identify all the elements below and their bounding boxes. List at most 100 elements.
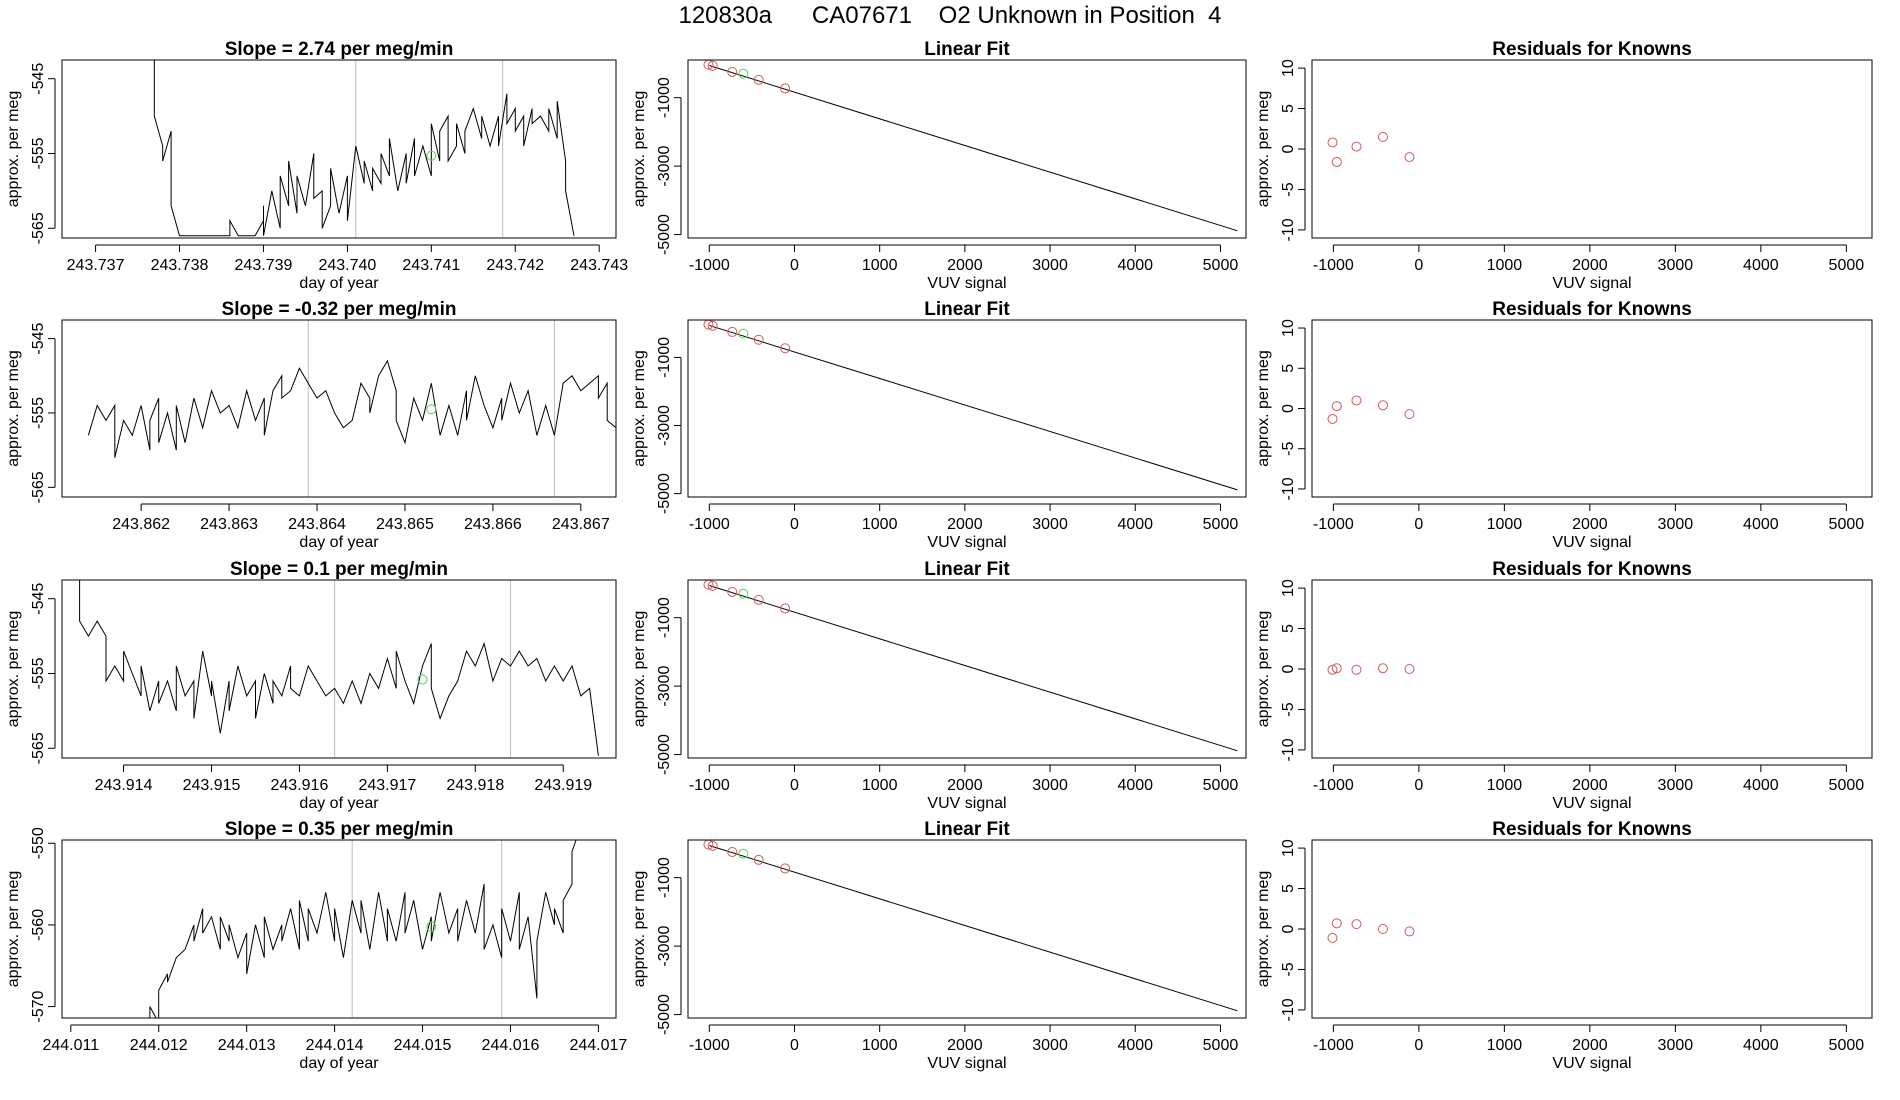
x-tick-label: 5000	[1829, 257, 1865, 274]
timeseries-panel: Slope = 0.35 per meg/min 244.011 244.012 24…	[5, 819, 627, 1072]
known-point	[753, 854, 764, 865]
series-line	[79, 580, 599, 756]
y-tick-label: -10	[1280, 738, 1297, 761]
y-tick-label: 10	[1280, 59, 1297, 77]
y-tick-label: -1000	[656, 337, 673, 378]
known-point	[727, 326, 738, 337]
y-axis-label: approx. per meg	[1255, 350, 1272, 467]
known-point	[707, 580, 718, 591]
y-tick-label: -3000	[656, 666, 673, 707]
green-point	[426, 404, 437, 415]
x-tick-label: 0	[790, 1037, 799, 1054]
green-point	[426, 150, 437, 161]
unknown-point	[738, 328, 749, 339]
x-tick-label: 243.739	[235, 257, 293, 274]
fit-line	[709, 324, 1238, 491]
x-tick-label: 244.017	[569, 1037, 627, 1054]
fit-plot-area	[703, 840, 1238, 1012]
y-tick-label: -555	[30, 657, 47, 689]
panel-title: Linear Fit	[924, 39, 1010, 60]
y-tick-label: -545	[30, 322, 47, 354]
x-tick-label: 243.862	[112, 516, 170, 533]
x-axis-label: VUV signal	[927, 795, 1006, 812]
x-tick-label: 3000	[1658, 257, 1694, 274]
residual-point	[1377, 924, 1388, 934]
x-tick-label: 244.013	[218, 1037, 276, 1054]
fit-line	[709, 584, 1238, 752]
y-tick-label: 5	[1280, 104, 1297, 113]
x-tick-label: 3000	[1032, 777, 1068, 794]
y-tick-label: -550	[30, 827, 47, 859]
x-tick-label: 243.867	[552, 516, 610, 533]
x-tick-label: 3000	[1032, 516, 1068, 533]
x-tick-label: 3000	[1032, 1037, 1068, 1054]
x-tick-label: 1000	[862, 516, 898, 533]
x-tick-label: 243.916	[271, 777, 329, 794]
y-tick-label: -3000	[656, 146, 673, 187]
x-axis-label: day of year	[299, 534, 379, 551]
x-tick-label: 243.738	[151, 257, 209, 274]
x-tick-label: 4000	[1117, 777, 1153, 794]
x-axis-label: VUV signal	[1552, 795, 1631, 812]
x-tick-label: 5000	[1203, 257, 1239, 274]
x-tick-label: 243.865	[376, 516, 434, 533]
y-tick-label: -10	[1280, 477, 1297, 500]
timeseries-panel: Slope = 2.74 per meg/min 243.737 243.738 24…	[5, 39, 628, 292]
x-tick-label: 0	[1414, 1037, 1423, 1054]
x-tick-label: 243.919	[534, 777, 592, 794]
y-axis-label: approx. per meg	[631, 91, 648, 208]
plot-frame	[61, 59, 617, 239]
y-tick-label: 0	[1280, 404, 1297, 413]
x-tick-label: 244.014	[306, 1037, 364, 1054]
x-axis-label: day of year	[299, 275, 379, 292]
x-tick-label: 243.864	[288, 516, 346, 533]
x-axis-label: VUV signal	[927, 1055, 1006, 1072]
x-tick-label: 0	[790, 257, 799, 274]
panel-title: Residuals for Knowns	[1492, 299, 1692, 320]
y-tick-label: -10	[1280, 998, 1297, 1021]
panel-title: Residuals for Knowns	[1492, 819, 1692, 840]
fit-plot-area	[703, 320, 1238, 491]
series-line	[87, 359, 616, 458]
y-tick-label: -1000	[656, 597, 673, 638]
residual-plot-area	[1327, 131, 1415, 167]
x-tick-label: 243.866	[464, 516, 522, 533]
panel-title: Slope = 0.35 per meg/min	[225, 819, 454, 840]
y-axis-label: approx. per meg	[5, 350, 22, 467]
x-tick-label: 5000	[1829, 1037, 1865, 1054]
y-tick-label: -570	[30, 990, 47, 1022]
y-axis-label: approx. per meg	[5, 91, 22, 208]
x-tick-label: 1000	[862, 257, 898, 274]
fit-line	[709, 64, 1238, 232]
x-tick-label: -1000	[1313, 777, 1354, 794]
x-tick-label: 0	[790, 516, 799, 533]
x-tick-label: 4000	[1117, 257, 1153, 274]
x-tick-label: 244.012	[130, 1037, 188, 1054]
x-tick-label: 1000	[1487, 1037, 1523, 1054]
y-axis-label: approx. per meg	[631, 350, 648, 467]
timeseries-plot-area	[153, 60, 575, 238]
green-point	[426, 921, 437, 932]
x-tick-label: 5000	[1829, 777, 1865, 794]
residual-panel: Residuals for Knowns -1000 0 1000 2000 3000 40…	[1255, 39, 1873, 292]
unknown-point	[738, 588, 749, 599]
timeseries-panel: Slope = -0.32 per meg/min 243.862 243.863 2…	[5, 299, 617, 551]
plot-frame	[687, 59, 1247, 239]
residual-point	[1351, 919, 1362, 930]
y-tick-label: -3000	[656, 926, 673, 967]
panel-title: Slope = -0.32 per meg/min	[222, 299, 457, 320]
x-tick-label: 2000	[947, 516, 983, 533]
y-tick-label: 10	[1280, 319, 1297, 337]
residual-point	[1377, 131, 1388, 142]
y-tick-label: -10	[1280, 218, 1297, 241]
known-point	[780, 83, 791, 94]
y-tick-label: -5000	[656, 994, 673, 1035]
known-point	[780, 343, 791, 354]
x-axis-label: day of year	[299, 795, 379, 812]
y-tick-label: 5	[1280, 884, 1297, 893]
x-tick-label: 4000	[1743, 257, 1779, 274]
x-tick-label: 3000	[1658, 777, 1694, 794]
y-tick-label: -545	[30, 583, 47, 615]
y-tick-label: -555	[30, 397, 47, 429]
